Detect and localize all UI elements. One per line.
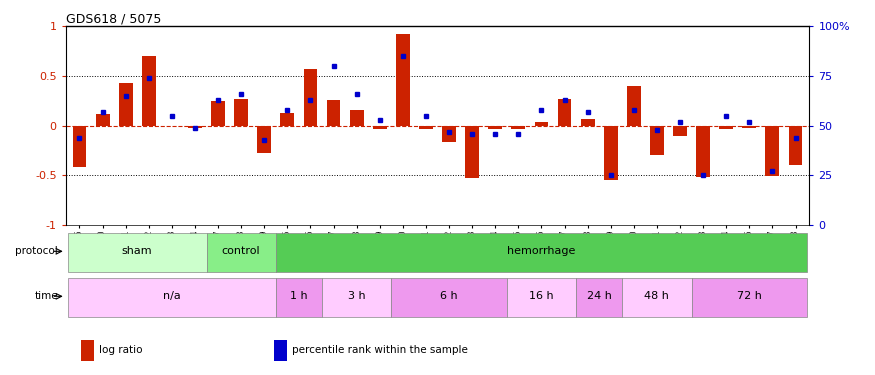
Bar — [280, 113, 294, 126]
Bar — [234, 99, 248, 126]
Bar — [742, 126, 756, 128]
Bar — [419, 126, 433, 129]
Bar — [396, 34, 410, 126]
Text: 1 h: 1 h — [290, 291, 308, 302]
Text: control: control — [222, 246, 261, 256]
Bar — [119, 83, 133, 126]
Text: log ratio: log ratio — [99, 345, 143, 355]
Bar — [535, 122, 549, 126]
Bar — [188, 126, 202, 128]
Bar — [673, 126, 687, 136]
Bar — [604, 126, 618, 180]
Bar — [276, 233, 807, 272]
Bar — [391, 278, 507, 316]
Text: 24 h: 24 h — [587, 291, 612, 302]
Text: GDS618 / 5075: GDS618 / 5075 — [66, 12, 161, 25]
Bar — [622, 278, 691, 316]
Text: time: time — [35, 291, 58, 302]
Bar — [576, 278, 622, 316]
Text: 72 h: 72 h — [737, 291, 762, 302]
Bar — [274, 340, 287, 361]
Text: 6 h: 6 h — [440, 291, 458, 302]
Bar — [322, 278, 391, 316]
Bar — [442, 126, 456, 141]
Bar — [691, 278, 807, 316]
Bar — [211, 101, 225, 126]
Text: 48 h: 48 h — [645, 291, 669, 302]
Text: n/a: n/a — [163, 291, 181, 302]
Text: hemorrhage: hemorrhage — [507, 246, 576, 256]
Bar — [206, 233, 276, 272]
Bar — [68, 233, 206, 272]
Text: 16 h: 16 h — [529, 291, 554, 302]
Text: sham: sham — [122, 246, 152, 256]
Bar — [788, 126, 802, 165]
Bar — [626, 86, 640, 126]
Bar — [581, 118, 595, 126]
Bar — [466, 126, 480, 178]
Bar — [142, 56, 156, 126]
Bar — [68, 278, 276, 316]
Bar — [350, 110, 364, 126]
Bar — [326, 100, 340, 126]
Bar — [719, 126, 733, 129]
Bar — [373, 126, 387, 129]
Bar — [80, 340, 94, 361]
Bar — [696, 126, 710, 177]
Bar — [507, 278, 576, 316]
Text: 3 h: 3 h — [348, 291, 366, 302]
Bar — [650, 126, 664, 155]
Bar — [95, 114, 109, 126]
Text: protocol: protocol — [16, 246, 58, 256]
Bar — [276, 278, 322, 316]
Bar — [511, 126, 525, 129]
Bar — [557, 99, 571, 126]
Bar — [488, 126, 502, 129]
Bar — [304, 69, 318, 126]
Bar — [257, 126, 271, 153]
Text: percentile rank within the sample: percentile rank within the sample — [292, 345, 468, 355]
Bar — [73, 126, 87, 167]
Bar — [766, 126, 780, 176]
